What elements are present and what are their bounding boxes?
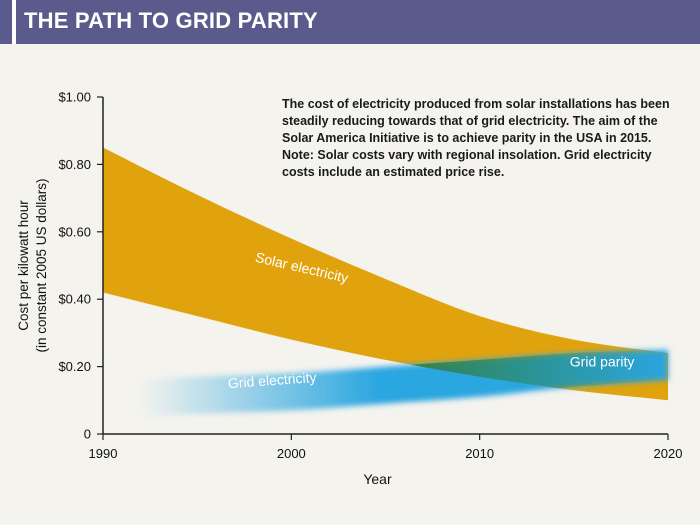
solar-electricity-band bbox=[103, 147, 668, 401]
y-tick-label: 0 bbox=[84, 427, 91, 442]
chart-title: THE PATH TO GRID PARITY bbox=[24, 8, 318, 33]
x-tick-label: 1990 bbox=[89, 446, 118, 461]
title-accent bbox=[12, 0, 16, 44]
y-tick-label: $0.20 bbox=[58, 359, 91, 374]
y-axis-title-line: (in constant 2005 US dollars) bbox=[34, 178, 49, 352]
y-tick-label: $0.60 bbox=[58, 224, 91, 239]
chart-note: The cost of electricity produced from so… bbox=[282, 97, 670, 179]
chart-area: 0 $0.20 $0.40 $0.60 $0.80 $1.00 1990 2000 2010 20… bbox=[16, 90, 683, 488]
title-bar: THE PATH TO GRID PARITY bbox=[0, 0, 700, 44]
x-tick-label: 2000 bbox=[277, 446, 306, 461]
x-tick-label: 2010 bbox=[465, 446, 494, 461]
grid-electricity-label: Grid electricity bbox=[227, 369, 317, 391]
y-axis-title: Cost per kilowatt hour (in constant 2005 … bbox=[16, 178, 49, 352]
y-tick-label: $1.00 bbox=[58, 90, 91, 105]
y-tick-label: $0.40 bbox=[58, 292, 91, 307]
x-tick-label: 2020 bbox=[654, 446, 683, 461]
y-axis-title-line: Cost per kilowatt hour bbox=[16, 200, 31, 331]
x-axis-title: Year bbox=[363, 471, 392, 487]
grid-parity-label: Grid parity bbox=[570, 354, 635, 370]
y-tick-label: $0.80 bbox=[58, 157, 91, 172]
